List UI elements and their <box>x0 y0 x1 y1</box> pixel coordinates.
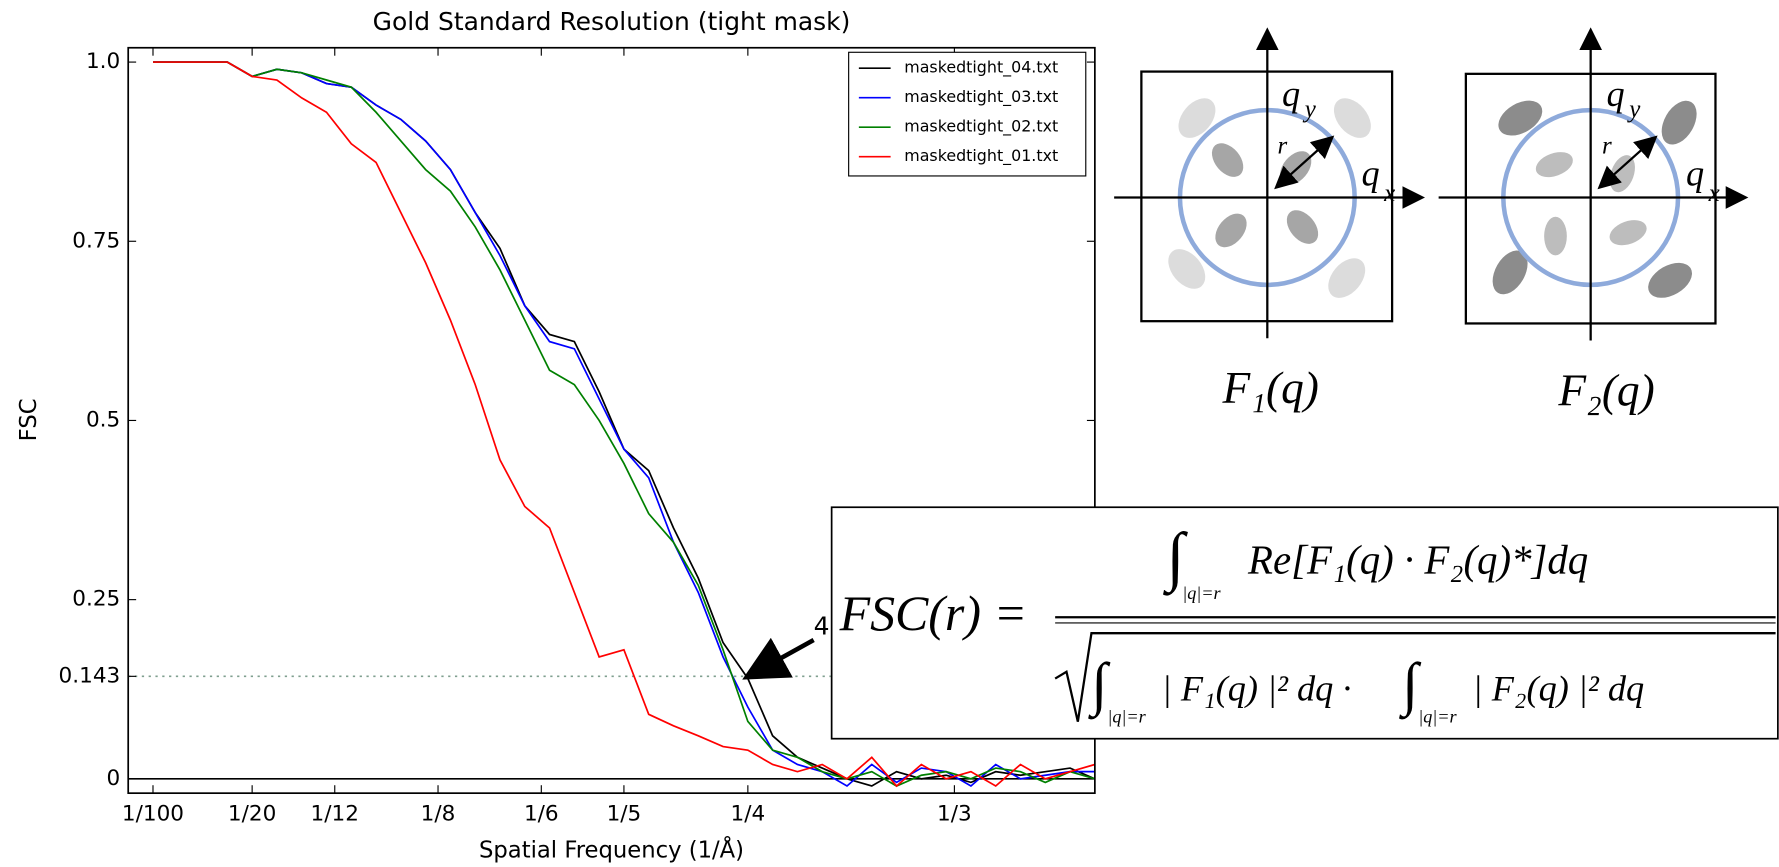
x-tick-label: 1/6 <box>524 802 559 827</box>
numerator: Re[F₁(q) · F₂(q)*]dq <box>1247 537 1588 582</box>
x-tick-label: 1/20 <box>228 802 276 827</box>
sqrt-sign <box>1054 632 1776 722</box>
fsc-formula: FSC(r) = ∫ |q|=r Re[F₁(q) · F₂(q)*]dq ∫ … <box>830 506 1779 740</box>
annotation: 4 <box>814 612 830 641</box>
qy-sub: y <box>1626 96 1641 123</box>
series-line <box>152 61 1095 788</box>
y-tick-label: 0 <box>107 766 121 791</box>
qx-label: q <box>1361 153 1379 193</box>
series-line <box>152 61 1095 788</box>
qx-sub: x <box>1383 180 1395 207</box>
legend-label: maskedtight_01.txt <box>904 146 1058 166</box>
series-group <box>152 61 1095 788</box>
diagram-f2: q y q x r F₂(q) <box>1438 27 1749 415</box>
qx-label: q <box>1686 153 1704 193</box>
y-tick-label: 0.5 <box>86 407 120 432</box>
caption: F₂(q) <box>1557 365 1654 415</box>
y-axis-label: FSC <box>16 398 42 441</box>
formula-lhs: FSC(r) = <box>839 586 1028 641</box>
legend-label: maskedtight_03.txt <box>904 87 1058 107</box>
integral-domain: |q|=r <box>1182 583 1221 603</box>
diagram-f1: q y q x r F₁(q) <box>1114 27 1426 413</box>
r-label: r <box>1278 132 1288 159</box>
radius-arrow <box>1274 135 1335 190</box>
chart-title: Gold Standard Resolution (tight mask) <box>373 7 851 36</box>
denominator-term: | F₁(q) |² dq · <box>1162 669 1352 709</box>
y-tick-label: 0.75 <box>72 228 120 253</box>
integral: ∫ <box>1162 520 1188 596</box>
qy-label: q <box>1282 74 1300 114</box>
r-label: r <box>1602 132 1612 159</box>
qx-sub: x <box>1708 180 1720 207</box>
blobs <box>1211 143 1319 248</box>
y-tick-label: 1.0 <box>86 49 120 74</box>
denominator-term: | F₂(q) |² dq <box>1473 669 1644 709</box>
x-tick-label: 1/3 <box>937 802 972 827</box>
integral: ∫ <box>1087 650 1111 719</box>
integral-domain: |q|=r <box>1107 706 1146 726</box>
plot-frame <box>127 46 1096 795</box>
blobs <box>1492 100 1697 298</box>
series-line <box>152 61 1095 787</box>
x-tick-label: 1/5 <box>607 802 642 827</box>
x-tick-label: 1/8 <box>421 802 456 827</box>
qy-label: q <box>1607 74 1625 114</box>
annotation-arrow <box>742 637 815 680</box>
qy-sub: y <box>1302 96 1317 123</box>
x-tick-label: 1/4 <box>731 802 766 827</box>
caption: F₁(q) <box>1222 363 1319 413</box>
integral-domain: |q|=r <box>1418 706 1457 726</box>
x-tick-label: 1/100 <box>122 802 184 827</box>
legend-label: maskedtight_02.txt <box>904 117 1058 137</box>
y-tick-label: 0.143 <box>59 663 121 688</box>
y-tick-label: 0.25 <box>72 587 120 612</box>
radius-arrow <box>1597 135 1658 190</box>
blobs <box>1168 98 1371 298</box>
legend-box <box>848 51 1087 177</box>
x-tick-label: 1/12 <box>311 802 359 827</box>
x-axis-label: Spatial Frequency (1/Å) <box>479 836 744 864</box>
legend-label: maskedtight_04.txt <box>904 58 1058 78</box>
integral: ∫ <box>1398 650 1422 719</box>
